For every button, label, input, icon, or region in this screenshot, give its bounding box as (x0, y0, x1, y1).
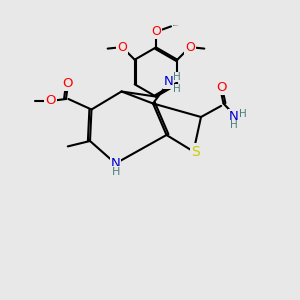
Text: H: H (230, 120, 238, 130)
Text: N: N (164, 75, 173, 88)
Text: H: H (112, 167, 120, 177)
Text: O: O (62, 77, 73, 90)
Text: N: N (229, 110, 239, 123)
Text: S: S (190, 145, 200, 158)
Text: O: O (216, 81, 226, 94)
Text: O: O (151, 25, 161, 38)
Text: H: H (173, 72, 181, 82)
Text: H: H (173, 84, 181, 94)
Text: O: O (45, 94, 56, 107)
Text: methoxy: methoxy (172, 25, 179, 26)
Text: N: N (111, 157, 120, 170)
Text: H: H (238, 109, 246, 119)
Text: O: O (117, 40, 127, 54)
Text: O: O (185, 40, 195, 54)
